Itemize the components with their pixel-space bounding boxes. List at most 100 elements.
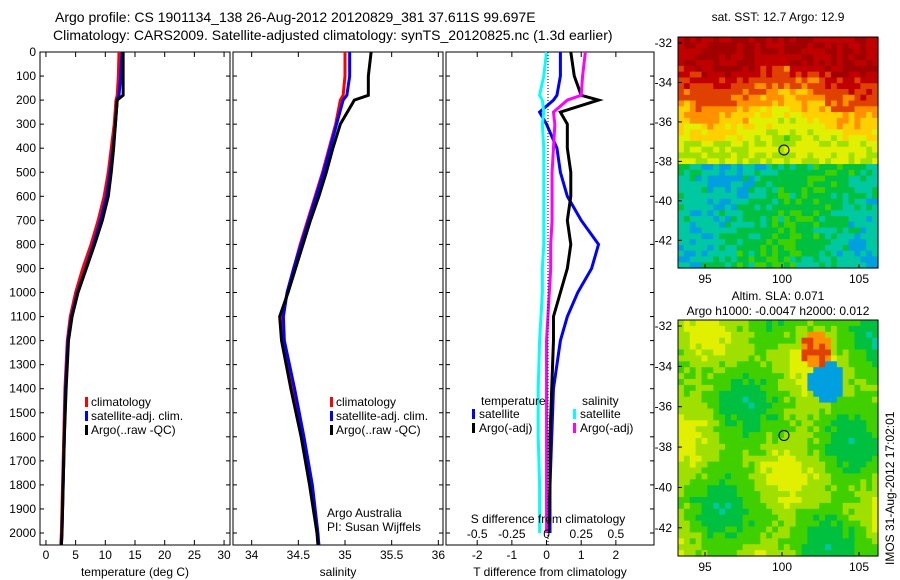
map-cell	[725, 485, 732, 492]
map-cell	[772, 65, 779, 73]
map-cell	[807, 169, 814, 177]
map-cell	[689, 77, 697, 84]
map-cell	[742, 204, 750, 211]
map-cell	[748, 414, 756, 421]
map-cell	[778, 538, 785, 545]
map-cell	[730, 152, 738, 159]
map-cell	[725, 379, 732, 386]
map-cell	[842, 514, 850, 522]
map-cell	[707, 461, 714, 469]
map-cell	[760, 169, 767, 177]
map-cell	[742, 250, 750, 258]
map-cell	[783, 320, 791, 327]
map-cell	[807, 325, 814, 333]
map-cell	[701, 152, 709, 159]
map-cell	[860, 426, 867, 433]
map-cell	[707, 402, 714, 410]
map-cell	[872, 373, 879, 380]
map-cell	[830, 514, 838, 522]
map-cell	[695, 169, 703, 177]
depth-tick-label: 400	[16, 141, 36, 155]
map-cell	[730, 117, 738, 125]
map-cell	[854, 461, 861, 469]
map-cell	[736, 426, 744, 433]
map-cell	[830, 42, 838, 50]
map-cell	[772, 175, 779, 182]
map-cell	[795, 164, 803, 171]
map-cell	[754, 449, 761, 457]
map-cell	[842, 526, 850, 533]
map-cell	[742, 538, 750, 545]
map-cell	[825, 379, 832, 386]
map-cell	[807, 175, 814, 182]
map-cell	[848, 408, 856, 415]
map-cell	[701, 210, 709, 217]
map-cell	[778, 485, 785, 492]
map-cell	[678, 384, 685, 392]
map-cell	[807, 449, 814, 457]
map-cell	[778, 467, 785, 474]
map-cell	[683, 337, 691, 345]
map-cell	[678, 140, 685, 148]
map-cell	[760, 175, 767, 182]
map-cell	[689, 152, 697, 159]
map-cell	[830, 135, 838, 142]
title-line-1: Argo profile: CS 1901134_138 26-Aug-2012…	[55, 9, 536, 25]
map-cell	[866, 112, 873, 119]
map-cell	[836, 355, 844, 362]
map-cell	[742, 77, 750, 84]
map-cell	[836, 538, 844, 545]
map-cell	[707, 320, 714, 327]
map-cell	[813, 361, 820, 368]
map-cell	[730, 37, 738, 44]
map-cell	[848, 140, 856, 148]
map-cell	[730, 100, 738, 107]
map-cell	[689, 169, 697, 177]
map-cell	[736, 544, 744, 551]
map-cell	[689, 384, 697, 392]
map-cell	[830, 426, 838, 433]
map-cell	[736, 379, 744, 386]
map-cell	[701, 438, 709, 445]
map-cell	[795, 135, 803, 142]
map-cell	[795, 414, 803, 421]
map-cell	[872, 461, 879, 469]
map-cell	[825, 443, 832, 451]
map-cell	[795, 117, 803, 125]
map-cell	[860, 71, 867, 79]
map-cell	[725, 140, 732, 148]
map-cell	[778, 508, 785, 516]
map-cell	[836, 361, 844, 368]
map-cell	[713, 42, 720, 50]
map-cell	[742, 175, 750, 182]
map-cell	[683, 367, 691, 374]
lat-tick-label: -36	[655, 115, 673, 129]
map-cell	[813, 467, 820, 474]
map-cell	[713, 77, 720, 84]
map-cell	[813, 187, 820, 194]
map-cell	[772, 88, 779, 96]
map-cell	[848, 37, 856, 44]
map-cell	[713, 135, 720, 142]
map-cell	[725, 420, 732, 427]
map-cell	[819, 117, 826, 125]
map-cell	[848, 42, 856, 50]
map-cell	[760, 384, 767, 392]
map-cell	[830, 250, 838, 258]
map-cell	[860, 250, 867, 258]
map-cell	[778, 54, 785, 61]
map-cell	[860, 367, 867, 374]
map-cell	[701, 60, 709, 67]
map-cell	[866, 204, 873, 211]
map-cell	[789, 461, 797, 469]
map-cell	[678, 426, 685, 433]
map-cell	[778, 135, 785, 142]
map-cell	[836, 250, 844, 258]
map-cell	[689, 420, 697, 427]
map-cell	[730, 491, 738, 498]
map-cell	[813, 146, 820, 154]
map-cell	[701, 379, 709, 386]
map-cell	[713, 449, 720, 457]
map-cell	[854, 367, 861, 374]
map-cell	[695, 250, 703, 258]
